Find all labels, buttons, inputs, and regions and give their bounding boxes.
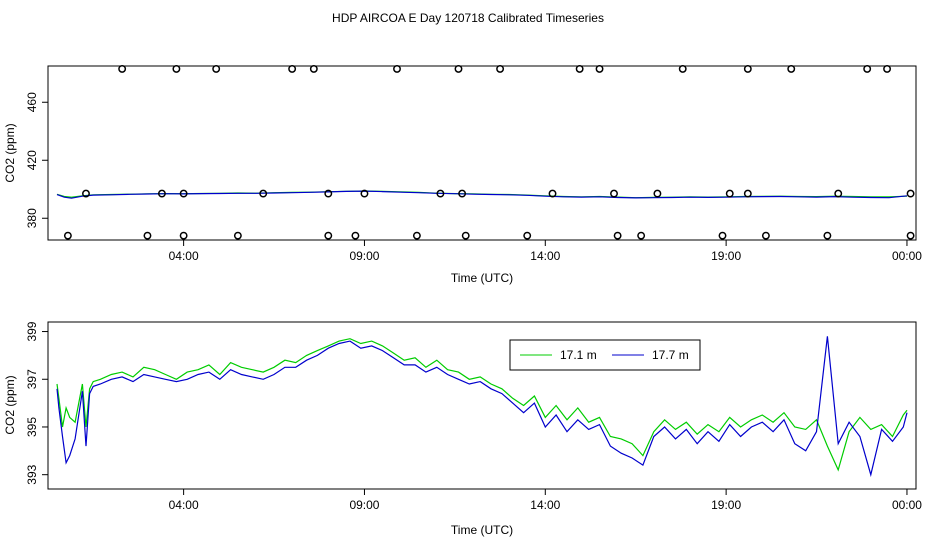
bottom-y-axis: 393 395 397 399 [25, 321, 48, 485]
bottom-series-line-1 [56, 338, 908, 472]
calibration-point [118, 64, 127, 73]
top-y-axis-label: CO2 (ppm) [3, 123, 17, 182]
calibration-point [548, 189, 557, 198]
top-x-axis-label: Time (UTC) [451, 271, 513, 285]
top-x-tick-label: 00:00 [892, 249, 922, 263]
top-calibration-points [63, 64, 915, 240]
calibration-point [82, 189, 90, 198]
bottom-x-axis: 04:00 09:00 14:00 19:00 00:00 [169, 489, 922, 512]
bottom-y-tick-label: 393 [25, 464, 39, 484]
calibration-point [157, 189, 166, 198]
top-y-tick-label: 460 [25, 92, 39, 112]
bottom-panel: 04:00 09:00 14:00 19:00 00:00 393 395 397 399 T… [3, 321, 922, 537]
calibration-point [309, 64, 318, 73]
bottom-series-line-2 [56, 336, 908, 478]
bottom-x-axis-label: Time (UTC) [451, 523, 513, 537]
bottom-x-tick-label: 09:00 [349, 498, 379, 512]
calibration-point [787, 64, 796, 73]
calibration-point [63, 231, 72, 240]
top-x-tick-label: 14:00 [530, 249, 560, 263]
calibration-point [461, 231, 470, 240]
calibration-point [743, 189, 752, 198]
bottom-y-tick-label: 397 [25, 369, 39, 389]
calibration-point [458, 189, 467, 198]
calibration-point [259, 189, 268, 198]
top-series-lines [56, 190, 908, 199]
calibration-point [233, 231, 242, 240]
calibration-point [863, 64, 872, 73]
calibration-point [743, 64, 752, 73]
top-series-line-2 [56, 190, 908, 199]
calibration-point [834, 189, 843, 198]
calibration-point [906, 231, 915, 240]
bottom-x-tick-label: 19:00 [711, 498, 741, 512]
calibration-point [610, 189, 618, 198]
chart-title: HDP AIRCOA E Day 120718 Calibrated Times… [332, 11, 604, 25]
bottom-x-tick-label: 14:00 [530, 498, 560, 512]
calibration-point [179, 231, 188, 240]
top-y-tick-label: 380 [25, 208, 39, 228]
bottom-x-tick-label: 00:00 [892, 498, 922, 512]
calibration-point [393, 64, 401, 73]
calibration-point [906, 189, 915, 198]
calibration-point [637, 231, 646, 240]
calibration-point [360, 189, 369, 198]
calibration-point [454, 64, 463, 73]
calibration-point [324, 189, 333, 198]
calibration-point [324, 231, 333, 240]
calibration-point [761, 231, 770, 240]
legend-label-17-1m: 17.1 m [560, 348, 597, 362]
legend: 17.1 m 17.7 m [509, 339, 701, 371]
top-panel: 04:00 09:00 14:00 19:00 00:00 380 420 460 Time… [3, 64, 922, 285]
calibration-point [179, 189, 188, 198]
calibration-point [351, 231, 360, 240]
bottom-y-tick-label: 399 [25, 321, 39, 341]
top-x-tick-label: 19:00 [711, 249, 741, 263]
calibration-point [288, 64, 297, 73]
top-y-tick-label: 420 [25, 150, 39, 170]
calibration-point [725, 189, 734, 198]
top-x-tick-label: 04:00 [169, 249, 199, 263]
calibration-point [883, 64, 892, 73]
top-x-axis: 04:00 09:00 14:00 19:00 00:00 [169, 240, 922, 263]
bottom-plot-frame [47, 321, 917, 490]
bottom-x-tick-label: 04:00 [169, 498, 199, 512]
calibration-point [523, 231, 532, 240]
calibration-point [212, 64, 221, 73]
bottom-series-lines [56, 336, 908, 478]
calibration-point [718, 231, 727, 240]
top-plot-frame [47, 65, 917, 241]
calibration-point [172, 64, 181, 73]
calibration-point [613, 231, 622, 240]
calibration-point [143, 231, 152, 240]
calibration-point [595, 64, 604, 73]
calibration-point [653, 189, 662, 198]
calibration-point [496, 64, 505, 73]
calibration-point [823, 231, 832, 240]
bottom-y-axis-label: CO2 (ppm) [3, 375, 17, 434]
top-y-axis: 380 420 460 [25, 92, 48, 228]
legend-label-17-7m: 17.7 m [652, 348, 689, 362]
calibration-point [678, 64, 687, 73]
top-x-tick-label: 09:00 [349, 249, 379, 263]
calibration-point [412, 231, 421, 240]
calibration-point [575, 64, 584, 73]
calibration-point [436, 189, 445, 198]
bottom-y-tick-label: 395 [25, 417, 39, 437]
